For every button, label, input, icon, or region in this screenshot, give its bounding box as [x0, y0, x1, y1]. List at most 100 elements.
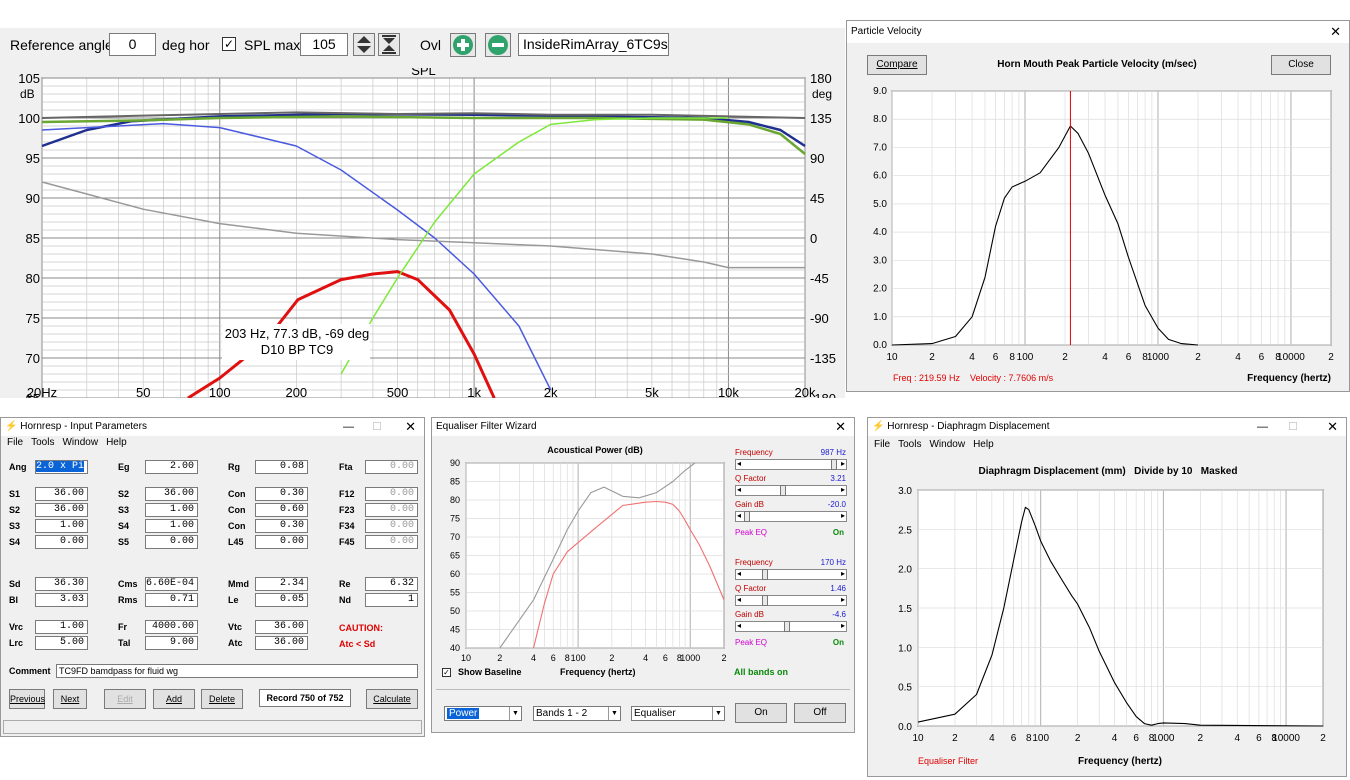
param-field[interactable]: 0.00	[145, 535, 198, 549]
menu-file[interactable]: File	[7, 437, 24, 448]
param-field[interactable]: 6.60E-04	[145, 577, 198, 591]
param-field[interactable]: 1.00	[35, 519, 88, 533]
edit-button[interactable]: Edit	[104, 689, 146, 709]
compare-button[interactable]: Compare	[867, 55, 927, 75]
param-field[interactable]: 2.34	[255, 577, 308, 591]
delete-button[interactable]: Delete	[201, 689, 243, 709]
param-field[interactable]: 1.00	[35, 620, 88, 634]
spl-max-input[interactable]: 105	[300, 33, 348, 56]
remove-overlay-button[interactable]	[485, 33, 511, 57]
eq-slider[interactable]: ◂ ▸	[735, 511, 847, 522]
y2-tick-label: -90	[810, 311, 829, 326]
param-field[interactable]: 0.05	[255, 593, 308, 607]
minimize-icon[interactable]: —	[1257, 421, 1268, 433]
minimize-icon[interactable]: —	[343, 421, 354, 433]
slider-thumb[interactable]	[762, 595, 768, 606]
arrow-right-icon[interactable]: ▸	[840, 485, 845, 494]
arrow-right-icon[interactable]: ▸	[840, 595, 845, 604]
param-field[interactable]: 36.00	[145, 487, 198, 501]
calculate-button[interactable]: Calculate	[366, 689, 418, 709]
arrow-left-icon[interactable]: ◂	[737, 485, 742, 494]
menu-window[interactable]: Window	[929, 439, 966, 450]
param-field[interactable]: 0.00	[365, 535, 418, 549]
param-field[interactable]: 0.00	[35, 535, 88, 549]
param-field[interactable]: 9.00	[145, 636, 198, 650]
maximize-icon[interactable]: ☐	[372, 421, 382, 433]
y-tick-label: 70	[26, 351, 40, 366]
param-field[interactable]: 4000.00	[145, 620, 198, 634]
menu-tools[interactable]: Tools	[31, 437, 55, 448]
param-field[interactable]: 0.00	[365, 460, 418, 474]
eq-slider[interactable]: ◂ ▸	[735, 459, 847, 470]
param-field[interactable]: 0.71	[145, 593, 198, 607]
menu-help[interactable]: Help	[973, 439, 994, 450]
arrow-left-icon[interactable]: ◂	[737, 511, 742, 520]
comment-field[interactable]: TC9FD bamdpass for fluid wg	[56, 664, 418, 678]
close-window-icon[interactable]: ✕	[405, 419, 416, 434]
slider-thumb[interactable]	[744, 511, 750, 522]
eq-on-button[interactable]: On	[735, 703, 787, 723]
param-field[interactable]: 0.00	[365, 519, 418, 533]
close-window-icon[interactable]: ✕	[1330, 24, 1341, 39]
arrow-right-icon[interactable]: ▸	[840, 511, 845, 520]
param-field[interactable]: 6.32	[365, 577, 418, 591]
power-select[interactable]: Power ▼	[444, 706, 522, 721]
param-field[interactable]: 1	[365, 593, 418, 607]
param-field[interactable]: 0.00	[365, 487, 418, 501]
eq-slider[interactable]: ◂ ▸	[735, 485, 847, 496]
arrow-right-icon[interactable]: ▸	[840, 459, 845, 468]
ref-angle-input[interactable]: 0	[109, 33, 156, 56]
arrow-left-icon[interactable]: ◂	[737, 595, 742, 604]
collapse-button[interactable]	[378, 33, 400, 56]
slider-thumb[interactable]	[762, 569, 768, 580]
param-field[interactable]: 36.00	[255, 620, 308, 634]
param-field[interactable]: 0.08	[255, 460, 308, 474]
param-field[interactable]: 1.00	[145, 519, 198, 533]
param-field[interactable]: 0.30	[255, 487, 308, 501]
close-window-icon[interactable]: ✕	[835, 419, 846, 434]
arrow-right-icon[interactable]: ▸	[840, 569, 845, 578]
overlay-file-name[interactable]: InsideRimArray_6TC9s	[518, 33, 669, 56]
menu-file[interactable]: File	[874, 439, 891, 450]
param-field[interactable]: 36.00	[35, 503, 88, 517]
param-field[interactable]: 3.03	[35, 593, 88, 607]
param-field[interactable]: 1.00	[145, 503, 198, 517]
menu-tools[interactable]: Tools	[898, 439, 922, 450]
param-field[interactable]: 0.00	[365, 503, 418, 517]
close-window-icon[interactable]: ✕	[1327, 419, 1338, 434]
param-field[interactable]: 5.00	[35, 636, 88, 650]
spl-max-spinner[interactable]	[353, 33, 375, 56]
mode-select[interactable]: Equaliser ▼	[631, 706, 725, 721]
eq-slider[interactable]: ◂ ▸	[735, 595, 847, 606]
slider-thumb[interactable]	[831, 459, 838, 470]
param-field[interactable]: 36.30	[35, 577, 88, 591]
param-field[interactable]: 2.0 x Pi	[35, 460, 88, 474]
spl-max-checkbox[interactable]: ✓	[222, 37, 236, 51]
add-overlay-button[interactable]	[450, 33, 476, 57]
eq-slider[interactable]: ◂ ▸	[735, 621, 847, 632]
minus-icon	[488, 35, 508, 55]
eq-slider[interactable]: ◂ ▸	[735, 569, 847, 580]
next-button[interactable]: Next	[53, 689, 87, 709]
menu-window[interactable]: Window	[62, 437, 99, 448]
previous-button[interactable]: Previous	[9, 689, 45, 709]
slider-thumb[interactable]	[783, 621, 790, 632]
param-field[interactable]: 36.00	[255, 636, 308, 650]
add-button[interactable]: Add	[153, 689, 195, 709]
arrow-left-icon[interactable]: ◂	[737, 569, 742, 578]
slider-thumb[interactable]	[780, 485, 786, 496]
show-baseline-checkbox[interactable]: ✓	[442, 668, 451, 677]
eq-off-button[interactable]: Off	[794, 703, 846, 723]
maximize-icon[interactable]: ☐	[1288, 421, 1298, 433]
arrow-right-icon[interactable]: ▸	[840, 621, 845, 630]
param-field[interactable]: 0.30	[255, 519, 308, 533]
param-field[interactable]: 0.60	[255, 503, 308, 517]
menu-help[interactable]: Help	[106, 437, 127, 448]
param-field[interactable]: 0.00	[255, 535, 308, 549]
bands-select[interactable]: Bands 1 - 2 ▼	[533, 706, 621, 721]
arrow-left-icon[interactable]: ◂	[737, 621, 742, 630]
arrow-left-icon[interactable]: ◂	[737, 459, 742, 468]
close-button[interactable]: Close	[1271, 55, 1331, 75]
param-field[interactable]: 36.00	[35, 487, 88, 501]
param-field[interactable]: 2.00	[145, 460, 198, 474]
